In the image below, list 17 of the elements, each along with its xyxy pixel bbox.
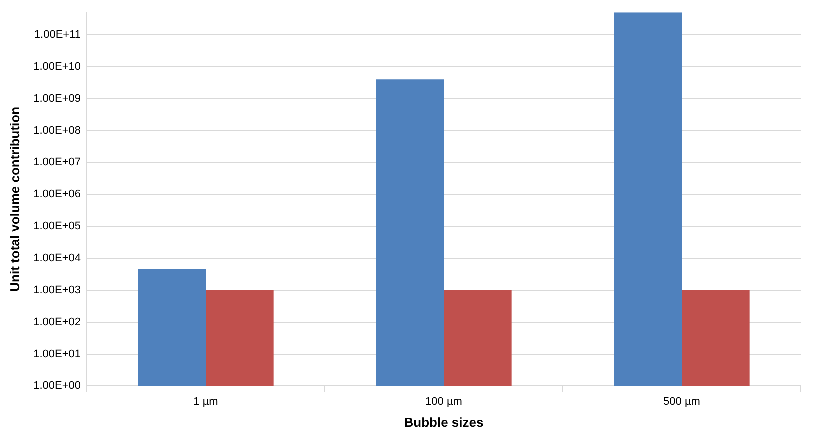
x-axis-title: Bubble sizes — [404, 414, 484, 430]
y-tick-label: 1.00E+09 — [34, 92, 82, 105]
x-tick-label: 100 µm — [426, 396, 462, 408]
y-tick-label: 1.00E+02 — [34, 316, 82, 328]
y-tick-label: 1.00E+06 — [34, 188, 82, 201]
y-tick-label: 1.00E+10 — [34, 60, 82, 73]
y-tick-label: 1.00E+04 — [34, 252, 82, 264]
y-tick-label: 1.00E+05 — [34, 220, 82, 233]
y-tick-label: 1.00E+08 — [34, 124, 82, 137]
y-tick-label: 1.00E+07 — [34, 156, 82, 169]
y-tick-label: 1.00E+00 — [34, 380, 82, 392]
y-tick-label: 1.00E+11 — [34, 28, 82, 41]
y-tick-label: 1.00E+03 — [34, 284, 82, 296]
x-tick-label: 500 µm — [664, 396, 700, 408]
y-axis-title: Unit total volume contribution — [7, 106, 22, 292]
y-tick-label: 1.00E+01 — [34, 348, 82, 360]
x-tick-label: 1 µm — [194, 396, 218, 408]
